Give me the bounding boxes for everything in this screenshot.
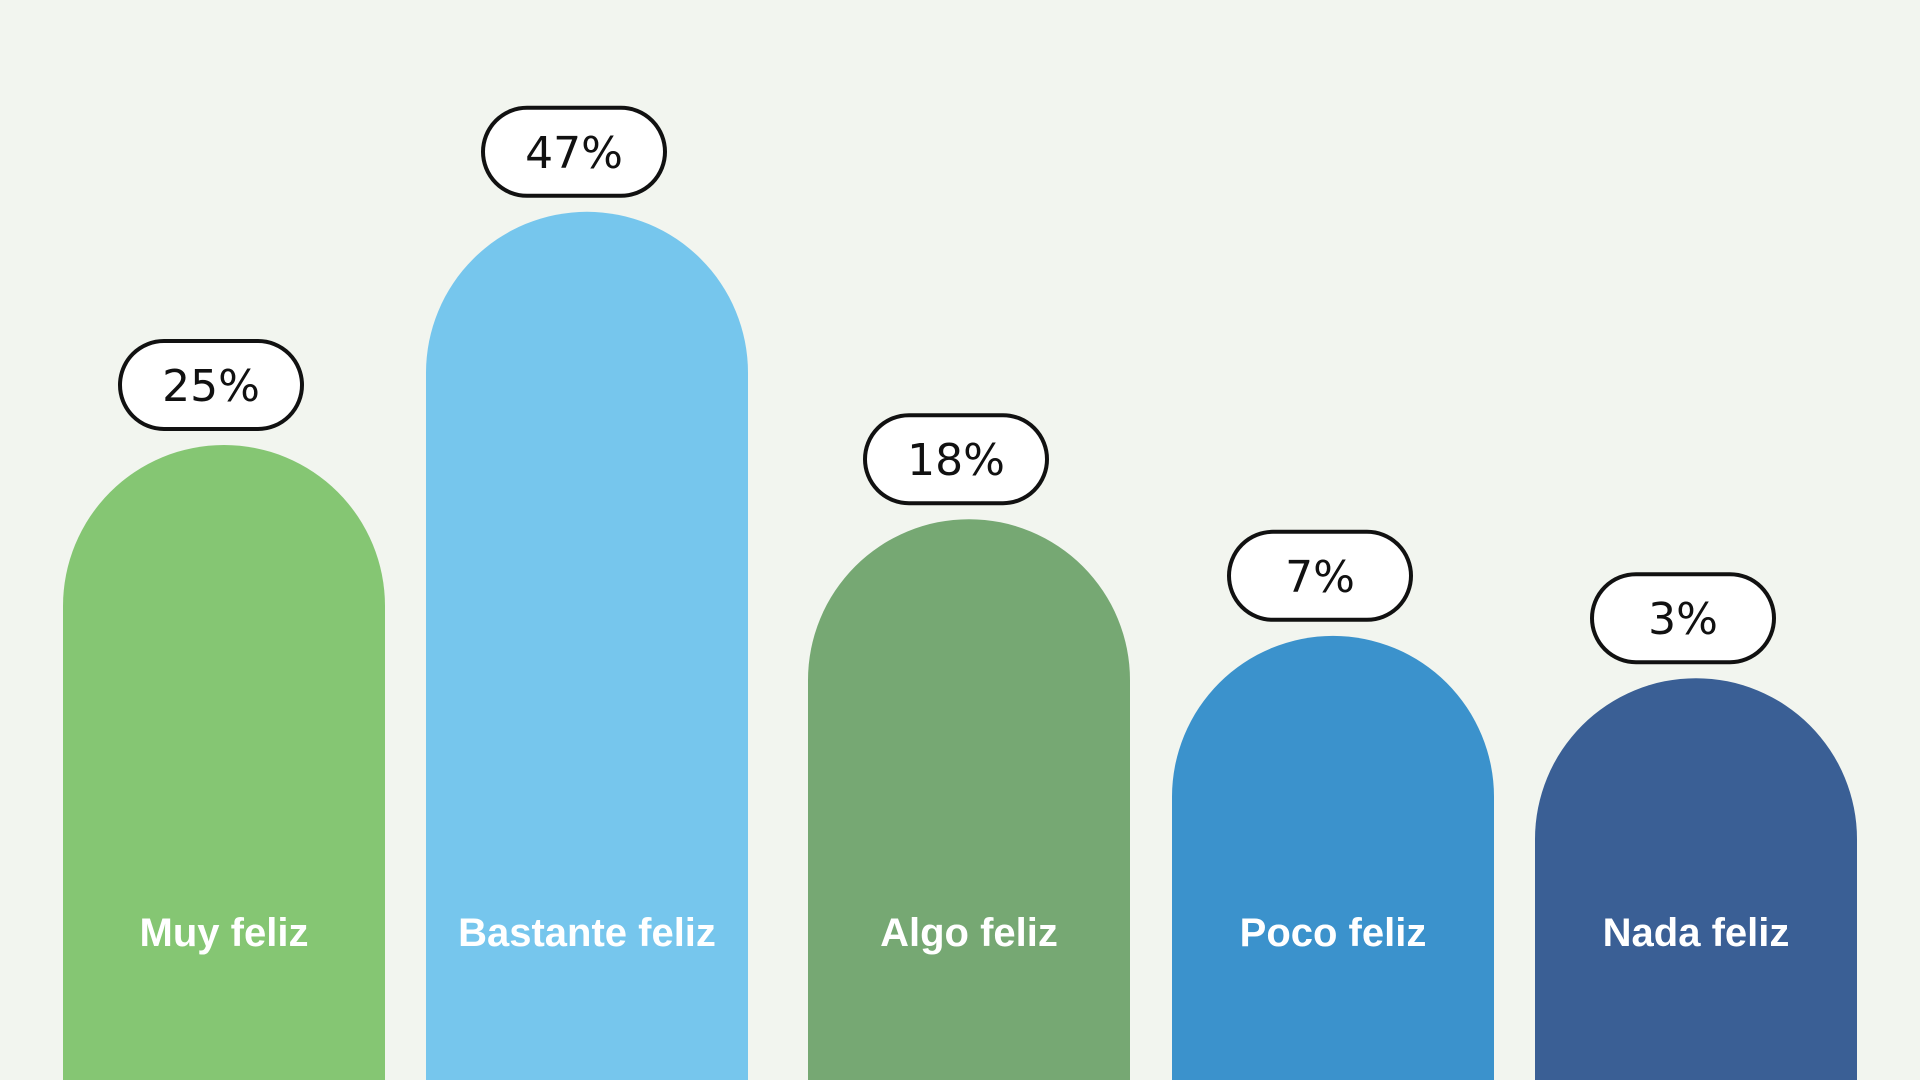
value-pill <box>1590 572 1776 665</box>
bar-4 <box>1172 635 1494 1080</box>
bar-2 <box>426 211 748 1080</box>
category-label: Bastante feliz <box>458 911 716 955</box>
value-pill <box>118 339 304 431</box>
bar-3 <box>808 519 1130 1080</box>
value-label: 7% <box>1285 552 1355 603</box>
category-label: Nada feliz <box>1603 911 1790 955</box>
value-pill <box>1227 529 1413 622</box>
value-label: 25% <box>162 361 260 412</box>
bar-5 <box>1535 678 1857 1080</box>
category-label: Poco feliz <box>1240 911 1427 955</box>
value-label: 3% <box>1648 594 1718 645</box>
bar-1 <box>63 445 385 1080</box>
category-label: Muy feliz <box>140 911 309 955</box>
value-pill <box>481 105 667 198</box>
value-label: 18% <box>907 435 1005 486</box>
category-label: Algo feliz <box>880 911 1058 955</box>
value-pill <box>863 413 1049 506</box>
value-label: 47% <box>525 128 623 179</box>
